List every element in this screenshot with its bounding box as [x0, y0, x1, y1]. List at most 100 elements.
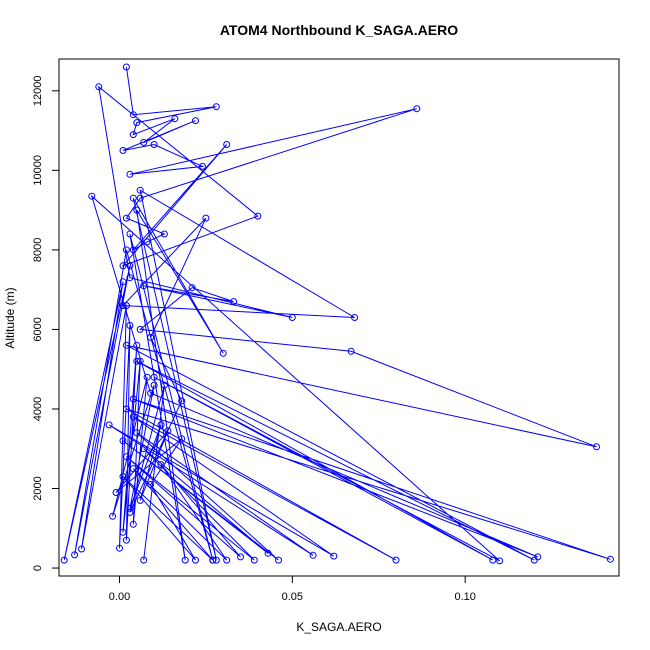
data-point	[202, 214, 210, 222]
data-point	[150, 381, 158, 389]
data-point	[126, 274, 134, 282]
data-point	[136, 194, 144, 202]
data-point	[122, 453, 130, 461]
data-point	[71, 551, 79, 559]
data-point	[140, 556, 148, 564]
data-point	[157, 461, 165, 469]
data-point	[606, 555, 614, 563]
data-point	[126, 508, 134, 516]
data-point	[309, 551, 317, 559]
data-point	[147, 389, 155, 397]
data-point	[126, 504, 134, 512]
data-point	[129, 111, 137, 119]
data-point	[133, 341, 141, 349]
data-point	[178, 435, 186, 443]
y-axis: 0 2000 4000 6000 8000 10000 12000	[32, 76, 60, 571]
data-point	[489, 556, 497, 564]
data-point	[122, 405, 130, 413]
data-point	[593, 443, 600, 451]
data-point	[223, 141, 231, 148]
data-point	[330, 552, 338, 560]
data-point	[129, 465, 137, 473]
data-point	[133, 119, 141, 127]
data-point	[88, 192, 96, 200]
data-point	[129, 413, 137, 421]
data-point	[209, 556, 217, 564]
data-point	[119, 147, 127, 154]
data-point	[171, 115, 179, 123]
data-point	[181, 556, 189, 564]
y-tick-label: 12000	[32, 76, 44, 107]
x-tick-label: 0.00	[109, 591, 130, 603]
y-tick-label: 10000	[32, 155, 44, 186]
x-tick-label: 0.10	[454, 591, 475, 603]
data-point	[60, 556, 68, 564]
x-axis: 0.00 0.05 0.10	[109, 575, 476, 603]
data-point	[140, 445, 148, 453]
data-point	[122, 63, 130, 71]
data-point	[122, 302, 130, 310]
data-point	[160, 230, 168, 238]
data-point	[150, 141, 158, 148]
data-point	[119, 528, 127, 536]
data-point	[188, 284, 196, 292]
data-point	[237, 553, 244, 561]
series-layer	[63, 66, 611, 562]
series-line	[63, 66, 611, 562]
data-point	[126, 230, 134, 238]
data-point	[157, 421, 165, 429]
x-axis-label: K_SAGA.AERO	[296, 620, 381, 634]
data-point	[147, 481, 155, 488]
data-point	[212, 556, 220, 564]
data-point	[219, 349, 227, 357]
y-tick-label: 4000	[32, 397, 44, 421]
data-point	[119, 437, 127, 445]
data-point	[95, 83, 103, 91]
data-point	[133, 357, 141, 365]
data-point	[347, 347, 355, 355]
data-point	[129, 520, 137, 528]
data-point	[351, 314, 359, 321]
data-point	[164, 427, 172, 435]
data-point	[160, 381, 168, 389]
data-point	[119, 278, 127, 286]
x-tick-label: 0.05	[282, 591, 303, 603]
data-point	[119, 302, 127, 310]
data-point	[119, 473, 127, 481]
data-point	[199, 162, 206, 170]
data-point	[122, 214, 130, 222]
y-tick-label: 0	[32, 565, 44, 571]
y-tick-label: 6000	[32, 317, 44, 341]
data-point	[133, 206, 141, 214]
data-point	[109, 512, 117, 520]
data-point	[143, 373, 151, 381]
data-point	[122, 246, 130, 254]
data-point	[136, 496, 144, 504]
data-point	[150, 373, 158, 381]
data-point	[140, 139, 148, 146]
data-point	[136, 357, 144, 365]
data-point	[192, 117, 199, 125]
data-point	[105, 421, 113, 429]
data-point	[129, 395, 137, 403]
chart-title: ATOM4 Northbound K_SAGA.AERO	[220, 22, 458, 38]
data-point	[122, 341, 130, 349]
data-point	[496, 557, 504, 565]
data-point	[413, 105, 421, 113]
data-point	[78, 545, 85, 553]
data-point	[116, 544, 123, 552]
data-point	[264, 549, 272, 557]
data-point	[143, 238, 151, 246]
data-point	[534, 553, 542, 561]
y-tick-label: 2000	[32, 476, 44, 500]
data-point	[112, 489, 120, 496]
data-point	[223, 556, 231, 564]
data-point	[133, 429, 141, 437]
data-point	[126, 170, 134, 178]
data-point	[275, 556, 282, 564]
data-point	[136, 186, 144, 194]
data-point	[129, 131, 137, 139]
data-point	[126, 262, 134, 270]
data-point	[126, 322, 134, 329]
